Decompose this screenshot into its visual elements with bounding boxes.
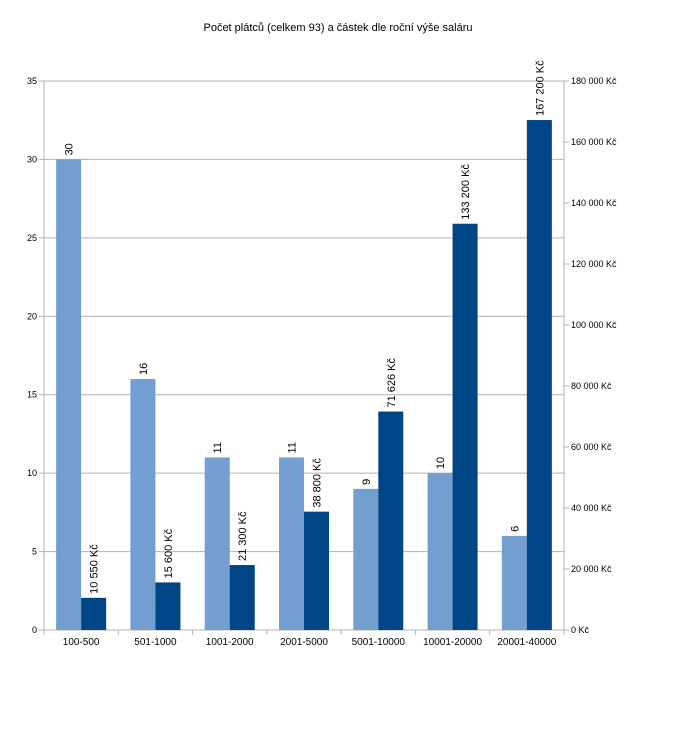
data-label: 10 550 Kč — [89, 544, 101, 594]
category-label: 5001-10000 — [352, 637, 406, 648]
axes: 0 5 10 15 20 25 30 35 0 Kč 20 000 Kč 40 000 Kč 60 0… — [27, 76, 617, 648]
left-tick-label: 10 — [27, 468, 37, 478]
category-label: 10001-20000 — [423, 637, 482, 648]
right-tick-label: 40 000 Kč — [571, 503, 612, 513]
bars — [56, 120, 552, 631]
right-tick-label: 100 000 Kč — [571, 320, 617, 330]
right-tick-label: 180 000 Kč — [571, 76, 617, 86]
bar — [56, 159, 82, 630]
category-label: 20001-40000 — [497, 637, 556, 648]
bar — [204, 457, 230, 630]
right-tick-label: 80 000 Kč — [571, 381, 612, 391]
right-tick-label: 140 000 Kč — [571, 198, 617, 208]
data-label: 15 600 Kč — [163, 528, 175, 578]
left-tick-label: 25 — [27, 233, 37, 243]
bar — [526, 120, 552, 630]
right-tick-label: 0 Kč — [571, 625, 590, 635]
data-label: 38 800 Kč — [312, 458, 324, 508]
bar — [130, 379, 156, 630]
category-label: 501-1000 — [134, 637, 177, 648]
data-label: 167 200 Kč — [534, 60, 546, 116]
right-tick-label: 20 000 Kč — [571, 564, 612, 574]
category-label: 100-500 — [63, 637, 100, 648]
data-label: 9 — [361, 479, 373, 485]
data-label: 21 300 Kč — [237, 511, 249, 561]
left-tick-label: 30 — [27, 154, 37, 164]
data-label: 11 — [212, 442, 224, 453]
left-tick-label: 0 — [32, 625, 37, 635]
data-label: 71 626 Kč — [386, 358, 398, 408]
bar — [229, 565, 255, 630]
data-label: 6 — [509, 526, 521, 532]
data-label: 30 — [64, 143, 76, 155]
bar — [452, 223, 478, 631]
data-labels: 30 16 11 11 9 10 6 10 550 Kč 15 600 Kč 21 300 Kč 3… — [64, 60, 547, 594]
left-tick-label: 5 — [32, 547, 37, 557]
right-tick-label: 160 000 Kč — [571, 137, 617, 147]
right-tick-label: 60 000 Kč — [571, 442, 612, 452]
bar — [81, 597, 107, 630]
category-label: 2001-5000 — [280, 637, 328, 648]
bar — [501, 535, 527, 630]
right-tick-label: 120 000 Kč — [571, 259, 617, 269]
data-label: 10 — [435, 457, 447, 469]
left-tick-label: 20 — [27, 311, 37, 321]
left-tick-label: 35 — [27, 76, 37, 86]
data-label: 133 200 Kč — [460, 164, 472, 220]
left-tick-label: 15 — [27, 390, 37, 400]
bar — [353, 488, 379, 630]
chart-title: Počet plátců (celkem 93) a částek dle ro… — [203, 22, 472, 34]
bar — [304, 511, 329, 630]
category-label: 1001-2000 — [206, 637, 254, 648]
data-label: 11 — [287, 442, 299, 453]
bar — [427, 473, 453, 630]
bar — [378, 411, 404, 630]
bar — [279, 457, 304, 630]
bar — [155, 582, 181, 630]
data-label: 16 — [138, 363, 150, 375]
